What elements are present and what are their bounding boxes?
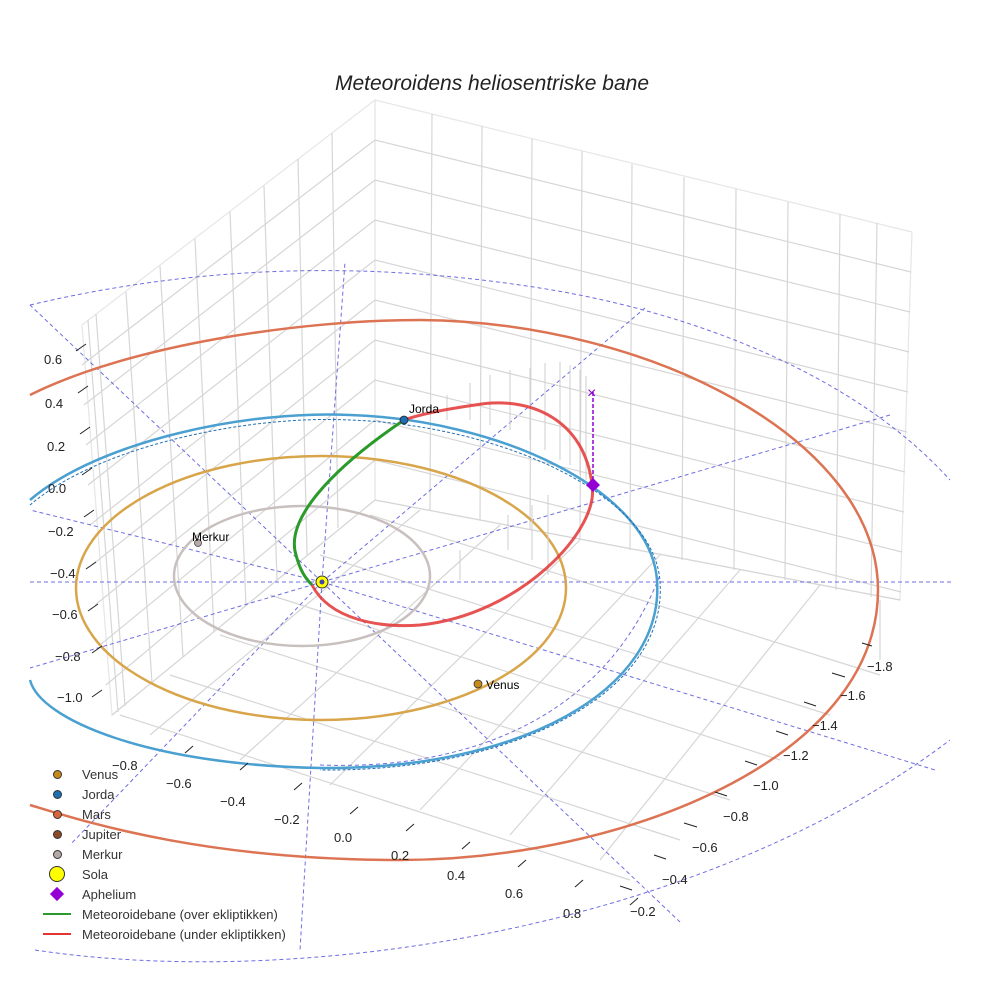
merkur-orbit bbox=[172, 504, 432, 648]
z-tick-4: −0.2 bbox=[48, 524, 74, 539]
diamond-icon bbox=[49, 886, 65, 902]
z-tick-3: 0.0 bbox=[48, 481, 66, 496]
legend-item-jorda[interactable]: Jorda bbox=[40, 784, 286, 804]
venus-dot-icon bbox=[52, 769, 62, 779]
legend-item-jupiter[interactable]: Jupiter bbox=[40, 824, 286, 844]
z-tick-6: −0.6 bbox=[52, 607, 78, 622]
z-tick-5: −0.4 bbox=[50, 566, 76, 581]
grid-walls bbox=[81, 98, 913, 881]
jorda-label: Jorda bbox=[409, 402, 439, 416]
legend-item-over[interactable]: Meteoroidebane (over ekliptikken) bbox=[40, 904, 286, 924]
legend: Venus Jorda Mars Jupiter Merkur Sola Aph… bbox=[40, 764, 286, 944]
jorda-orbit bbox=[28, 413, 659, 770]
jorda-point[interactable] bbox=[399, 415, 409, 425]
legend-item-mars[interactable]: Mars bbox=[40, 804, 286, 824]
legend-item-sola[interactable]: Sola bbox=[40, 864, 286, 884]
y-tick-7: −0.4 bbox=[662, 872, 688, 887]
legend-item-under[interactable]: Meteoroidebane (under ekliptikken) bbox=[40, 924, 286, 944]
x-axis bbox=[184, 745, 639, 906]
z-tick-2: 0.2 bbox=[47, 439, 65, 454]
y-tick-5: −0.8 bbox=[723, 809, 749, 824]
x-tick-3: −0.2 bbox=[274, 812, 300, 827]
chart-title: Meteoroidens heliosentriske bane bbox=[334, 72, 650, 95]
aphelion-marker[interactable] bbox=[586, 478, 600, 492]
green-line-icon bbox=[43, 912, 71, 916]
x-tick-4: 0.0 bbox=[334, 830, 352, 845]
venus-point[interactable] bbox=[473, 679, 483, 689]
jupiter-dot-icon bbox=[52, 829, 62, 839]
sola-dot-icon bbox=[49, 866, 65, 882]
y-tick-0: −1.8 bbox=[867, 659, 893, 674]
y-tick-6: −0.6 bbox=[692, 840, 718, 855]
mars-dot-icon bbox=[52, 809, 62, 819]
venus-label: Venus bbox=[486, 678, 519, 692]
y-tick-4: −1.0 bbox=[753, 778, 779, 793]
mars-orbit bbox=[29, 318, 880, 862]
x-tick-7: 0.6 bbox=[505, 886, 523, 901]
jorda-dot-icon bbox=[52, 789, 62, 799]
y-tick-8: −0.2 bbox=[630, 904, 656, 919]
y-tick-2: −1.4 bbox=[812, 718, 838, 733]
legend-item-aphelium[interactable]: Aphelium bbox=[40, 884, 286, 904]
red-line-icon bbox=[43, 932, 71, 936]
meteoroid-orbit-under bbox=[310, 401, 595, 628]
x-tick-2: −0.4 bbox=[220, 794, 246, 809]
venus-orbit bbox=[74, 454, 568, 722]
drop-lines bbox=[446, 362, 587, 580]
y-tick-3: −1.2 bbox=[783, 748, 809, 763]
merkur-label: Merkur bbox=[192, 530, 229, 544]
z-tick-7: −0.8 bbox=[55, 649, 81, 664]
z-tick-0: 0.6 bbox=[44, 352, 62, 367]
merkur-dot-icon bbox=[52, 849, 62, 859]
y-axis bbox=[619, 642, 873, 891]
y-tick-1: −1.6 bbox=[840, 688, 866, 703]
x-tick-5: 0.2 bbox=[391, 848, 409, 863]
legend-item-merkur[interactable]: Merkur bbox=[40, 844, 286, 864]
x-tick-8: 0.8 bbox=[563, 906, 581, 921]
meteoroid-orbit-over bbox=[292, 418, 405, 587]
aphelion-top-marker: × bbox=[587, 385, 596, 402]
x-tick-1: −0.6 bbox=[166, 776, 192, 791]
legend-item-venus[interactable]: Venus bbox=[40, 764, 286, 784]
x-tick-6: 0.4 bbox=[447, 868, 465, 883]
z-axis bbox=[75, 343, 103, 698]
z-tick-1: 0.4 bbox=[45, 396, 63, 411]
x-tick-0: −0.8 bbox=[112, 758, 138, 773]
merkur-point[interactable] bbox=[194, 539, 202, 547]
z-tick-8: −1.0 bbox=[57, 690, 83, 705]
